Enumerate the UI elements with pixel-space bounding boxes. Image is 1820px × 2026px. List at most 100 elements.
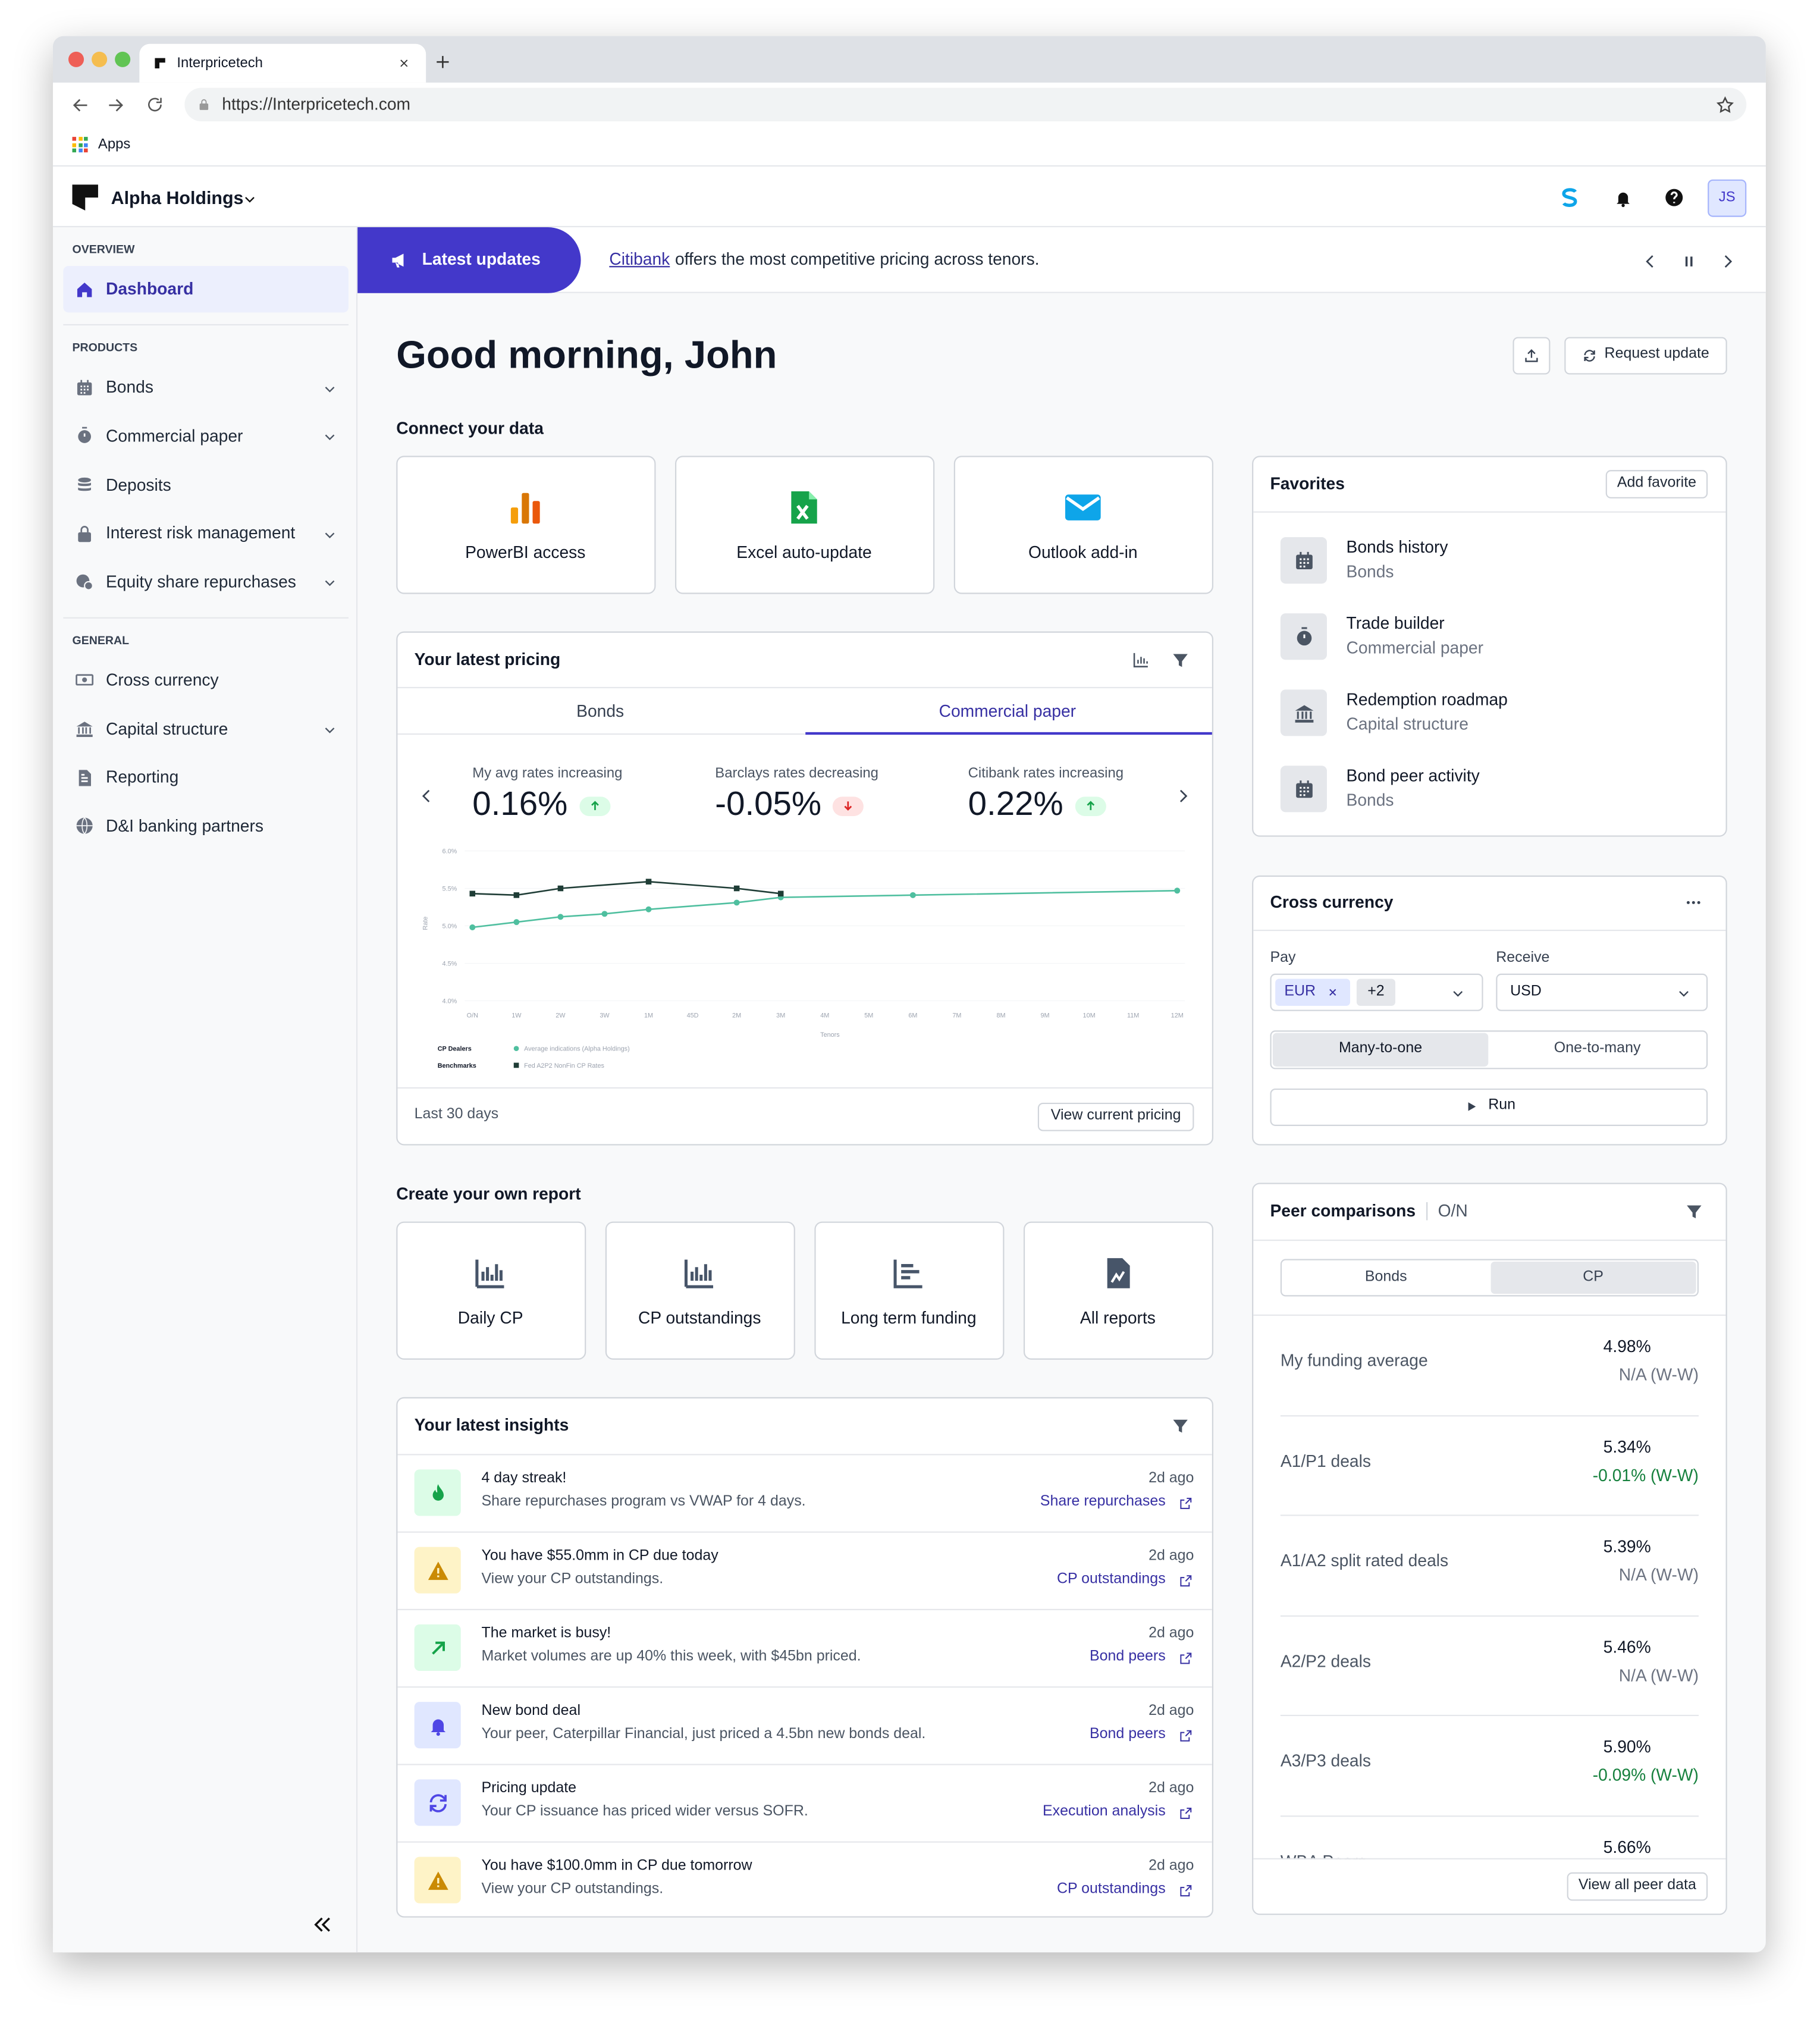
peer-value: 5.46% xyxy=(1603,1637,1651,1657)
insight-link[interactable]: Execution analysis xyxy=(1042,1804,1166,1820)
insight-link[interactable]: Share repurchases xyxy=(1040,1494,1166,1510)
pricing-chart: 4.0% 4.5% 5.0% 5.5% 6.0% O/N 1W 2W 3W 1M 45D 2M 3M 4M… xyxy=(422,848,1185,1070)
icon-part xyxy=(893,1259,922,1288)
icon-part xyxy=(1724,255,1732,267)
connect-card[interactable] xyxy=(675,456,935,594)
icon-part xyxy=(1562,188,1577,207)
stat-row: -0.05% xyxy=(715,780,864,826)
stat-label: My avg rates increasing xyxy=(472,765,623,781)
point xyxy=(645,906,652,912)
favorite-icon-box[interactable] xyxy=(1280,689,1327,736)
point xyxy=(601,911,608,917)
request-update-button[interactable] xyxy=(1564,337,1727,375)
icon-part xyxy=(76,817,92,835)
favorite-title[interactable]: Trade builder xyxy=(1346,613,1445,633)
icon-part xyxy=(391,253,403,267)
banner-link[interactable]: Citibank xyxy=(609,249,670,269)
icon-part xyxy=(901,1263,920,1279)
icon-part xyxy=(421,789,429,802)
window-dot xyxy=(68,51,84,67)
icon-part xyxy=(77,482,90,491)
add-favorite-button[interactable] xyxy=(1605,470,1708,498)
x-tick-label: 2W xyxy=(556,1012,566,1020)
icon-part xyxy=(1645,255,1653,267)
icon-part xyxy=(1133,653,1148,667)
panel-title: Your latest insights xyxy=(414,1415,569,1435)
report-card[interactable] xyxy=(396,1221,586,1360)
favorite-title[interactable]: Redemption roadmap xyxy=(1346,689,1508,710)
report-card[interactable] xyxy=(605,1221,795,1360)
apps-dot xyxy=(78,142,82,147)
sidebar xyxy=(52,227,358,1953)
point xyxy=(513,919,520,926)
point xyxy=(733,899,740,906)
divider xyxy=(397,1764,1212,1765)
icon-part xyxy=(1524,348,1537,362)
x-tick-label: 8M xyxy=(996,1012,1005,1020)
pricing-tab[interactable] xyxy=(805,688,1212,735)
connect-card[interactable] xyxy=(953,456,1213,594)
icon-part xyxy=(1583,349,1595,361)
icon-part xyxy=(72,98,87,111)
run-button[interactable] xyxy=(1270,1088,1708,1126)
pricing-tab[interactable] xyxy=(397,688,805,735)
icon-part xyxy=(532,501,540,524)
icon-part xyxy=(1299,551,1308,555)
view-pricing-button[interactable] xyxy=(1037,1102,1194,1131)
mode-option[interactable] xyxy=(1272,1033,1489,1067)
peer-name: WBA Peers xyxy=(1281,1849,1366,1859)
peers-tenor: O/N xyxy=(1438,1201,1468,1221)
nav-label: Interest risk management xyxy=(105,523,296,543)
peer-change: -0.09% (W-W) xyxy=(1592,1765,1699,1785)
icon-part xyxy=(324,581,334,587)
view-peers-button[interactable] xyxy=(1567,1872,1708,1901)
favorite-icon xyxy=(1295,779,1312,798)
report-card[interactable] xyxy=(1023,1221,1213,1360)
tab-close xyxy=(400,59,408,67)
icon-part xyxy=(1452,990,1463,996)
peer-change: N/A (W-W) xyxy=(1618,1365,1699,1385)
connect-card[interactable] xyxy=(396,456,656,594)
more xyxy=(1686,901,1700,904)
icon-part xyxy=(430,1718,445,1732)
section-title: OVERVIEW xyxy=(72,243,135,256)
point xyxy=(469,890,476,897)
icon-part xyxy=(81,678,87,683)
insight-icon xyxy=(431,1641,444,1654)
active-item[interactable] xyxy=(63,266,349,313)
divider xyxy=(397,1686,1212,1688)
insight-link[interactable]: CP outstandings xyxy=(1056,1572,1166,1588)
icon-part xyxy=(1686,901,1690,904)
external-link xyxy=(1179,1497,1191,1508)
external-link xyxy=(1179,1807,1191,1818)
nav-icon xyxy=(76,282,92,297)
nav-label: D&I banking partners xyxy=(105,816,263,836)
insight-link[interactable]: CP outstandings xyxy=(1056,1881,1166,1898)
legend-marker xyxy=(513,1062,519,1068)
y-tick-label: 4.5% xyxy=(443,960,457,967)
peer-tab[interactable] xyxy=(1490,1261,1696,1294)
nav-icon xyxy=(77,477,90,491)
x-tick-label: 3M xyxy=(776,1012,785,1020)
connect-label: Outlook add-in xyxy=(1028,542,1138,562)
row-separator xyxy=(1280,1614,1699,1616)
point xyxy=(645,879,652,885)
favorite-title[interactable]: Bonds history xyxy=(1346,537,1448,557)
insight-link[interactable]: Bond peers xyxy=(1090,1649,1166,1665)
mode-label: Many-to-one xyxy=(1338,1041,1423,1057)
icon-part xyxy=(1184,1575,1191,1581)
banner-prev xyxy=(1645,255,1653,267)
insight-text: View your CP outstandings. xyxy=(481,1881,664,1898)
insight-title: New bond deal xyxy=(481,1704,581,1720)
receive-select[interactable] xyxy=(1496,973,1708,1011)
icon-part xyxy=(1692,901,1695,904)
favorite-title[interactable]: Bond peer activity xyxy=(1346,766,1480,786)
icon-part xyxy=(1179,1654,1190,1664)
insight-link[interactable]: Bond peers xyxy=(1090,1727,1166,1743)
nav-label: Capital structure xyxy=(105,719,228,739)
x-tick-label: 3W xyxy=(600,1012,610,1020)
report-card[interactable] xyxy=(814,1221,1005,1360)
nav-label: Equity share repurchases xyxy=(105,572,296,592)
avatar[interactable] xyxy=(1708,179,1747,217)
insight-icon-box xyxy=(414,1779,461,1826)
